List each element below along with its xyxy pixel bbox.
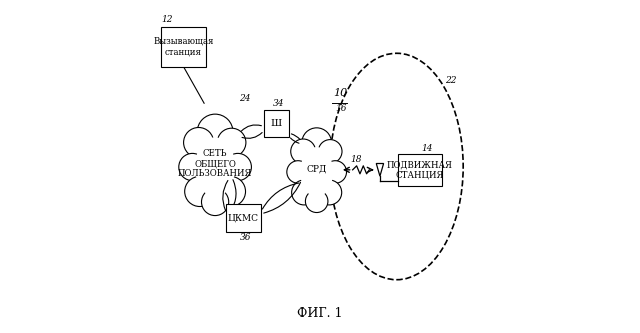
Text: 34: 34: [273, 99, 285, 108]
Ellipse shape: [195, 137, 236, 197]
Text: 14: 14: [422, 144, 433, 153]
Text: 24: 24: [239, 94, 251, 103]
Circle shape: [184, 128, 214, 158]
Text: 10: 10: [333, 88, 348, 98]
Circle shape: [324, 161, 346, 183]
Text: Ш: Ш: [271, 119, 282, 128]
Circle shape: [302, 128, 332, 158]
Circle shape: [305, 190, 328, 212]
Circle shape: [318, 140, 342, 163]
FancyBboxPatch shape: [226, 204, 261, 232]
FancyBboxPatch shape: [398, 154, 442, 186]
Circle shape: [185, 176, 215, 206]
FancyBboxPatch shape: [264, 110, 289, 137]
Circle shape: [217, 128, 246, 157]
Circle shape: [224, 154, 252, 180]
Text: 16: 16: [335, 104, 346, 113]
Circle shape: [202, 188, 228, 215]
Text: СЕТЬ
ОБЩЕГО
ПОЛЬЗОВАНИЯ: СЕТЬ ОБЩЕГО ПОЛЬЗОВАНИЯ: [178, 149, 252, 178]
Text: Вызывающая
станция: Вызывающая станция: [153, 37, 214, 56]
Circle shape: [317, 180, 342, 205]
Text: 22: 22: [445, 76, 456, 85]
Text: 36: 36: [239, 233, 251, 242]
Circle shape: [292, 180, 317, 205]
Circle shape: [179, 154, 206, 180]
Text: 18: 18: [350, 155, 362, 164]
Text: ЦКМС: ЦКМС: [228, 213, 259, 223]
Text: ПОДВИЖНАЯ
СТАНЦИЯ: ПОДВИЖНАЯ СТАНЦИЯ: [387, 160, 453, 179]
FancyBboxPatch shape: [161, 27, 206, 67]
Circle shape: [291, 139, 316, 164]
Text: ФИГ. 1: ФИГ. 1: [297, 307, 343, 320]
Circle shape: [216, 176, 246, 206]
Text: 12: 12: [162, 15, 173, 24]
Circle shape: [287, 161, 309, 183]
Circle shape: [197, 114, 233, 150]
Ellipse shape: [300, 147, 333, 197]
Text: СРД: СРД: [307, 165, 327, 173]
